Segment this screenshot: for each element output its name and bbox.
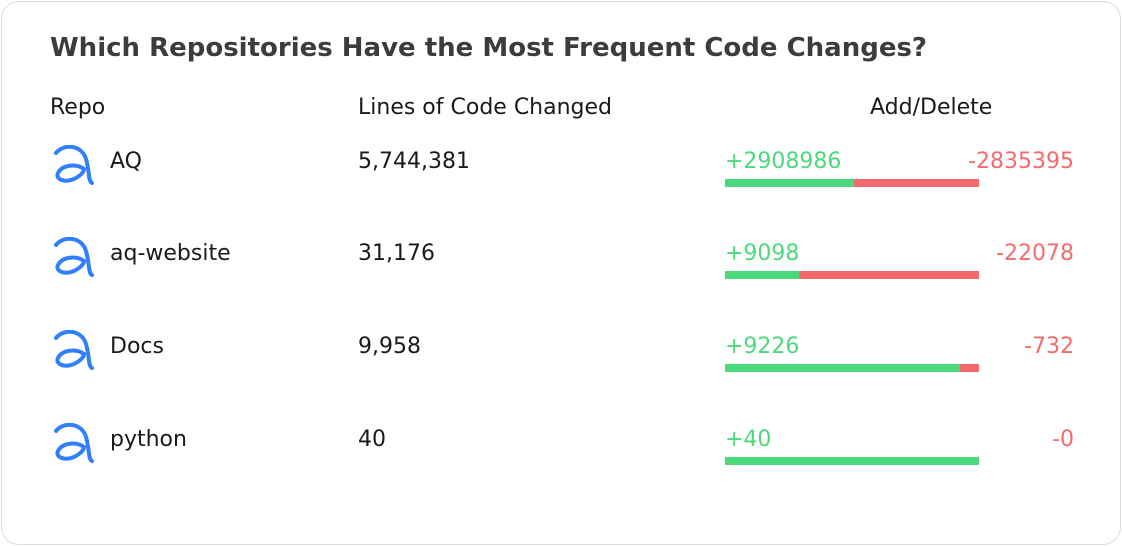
add-delete-bar	[725, 179, 979, 187]
column-header-add-delete: Add/Delete	[870, 95, 993, 120]
lines-changed-value: 40	[358, 427, 386, 452]
additions-value: +2908986	[725, 149, 842, 174]
additions-value: +9098	[725, 241, 800, 266]
repo-logo-icon	[54, 423, 94, 463]
column-header-lines-changed: Lines of Code Changed	[358, 95, 613, 120]
lines-changed-value: 5,744,381	[358, 149, 470, 174]
additions-bar-fill	[725, 364, 961, 372]
repo-name: Docs	[110, 334, 164, 359]
table-row[interactable]: Docs 9,958 +9226 -732	[2, 330, 1122, 390]
lines-changed-value: 9,958	[358, 334, 421, 359]
additions-bar-fill	[725, 271, 800, 279]
repo-name: AQ	[110, 149, 142, 174]
add-delete-bar	[725, 271, 979, 279]
table-row[interactable]: aq-website 31,176 +9098 -22078	[2, 237, 1122, 297]
additions-value: +40	[725, 427, 772, 452]
add-delete-bar	[725, 457, 979, 465]
deletions-value: -0	[1052, 427, 1074, 452]
repo-logo-icon	[54, 330, 94, 370]
additions-value: +9226	[725, 334, 800, 359]
repo-name: aq-website	[110, 241, 231, 266]
additions-bar-fill	[725, 457, 979, 465]
repo-name: python	[110, 427, 187, 452]
repo-logo-icon	[54, 145, 94, 185]
deletions-value: -22078	[996, 241, 1074, 266]
deletions-value: -2835395	[968, 149, 1074, 174]
additions-bar-fill	[725, 179, 854, 187]
add-delete-bar	[725, 364, 979, 372]
table-row[interactable]: python 40 +40 -0	[2, 423, 1122, 483]
repo-logo-icon	[54, 237, 94, 277]
deletions-value: -732	[1024, 334, 1074, 359]
lines-changed-value: 31,176	[358, 241, 435, 266]
table-row[interactable]: AQ 5,744,381 +2908986 -2835395	[2, 145, 1122, 205]
card-title: Which Repositories Have the Most Frequen…	[50, 33, 928, 63]
column-header-repo: Repo	[50, 95, 106, 120]
